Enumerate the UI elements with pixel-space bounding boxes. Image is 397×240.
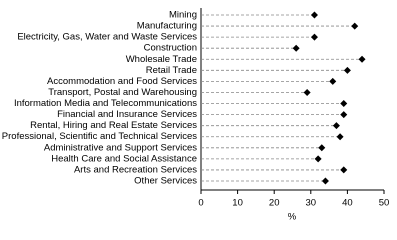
marker: [310, 11, 318, 19]
x-tick-label: 20: [269, 198, 280, 209]
y-tick-label: Arts and Recreation Services: [74, 164, 197, 175]
marker: [343, 66, 351, 74]
marker: [336, 133, 344, 141]
marker: [332, 122, 340, 130]
x-tick-label: 10: [232, 198, 243, 209]
marker: [318, 144, 326, 152]
x-tick-label: 50: [379, 198, 390, 209]
marker: [310, 33, 318, 41]
marker: [340, 100, 348, 108]
x-tick-label: 40: [342, 198, 353, 209]
y-tick-label: Wholesale Trade: [126, 54, 197, 65]
x-tick-label: 0: [198, 198, 203, 209]
x-axis-label: %: [288, 212, 297, 223]
y-tick-label: Mining: [169, 10, 197, 21]
y-tick-label: Information Media and Telecommunications: [14, 98, 197, 109]
y-tick-label: Financial and Insurance Services: [57, 109, 197, 120]
marker: [329, 77, 337, 85]
y-tick-label: Other Services: [134, 176, 197, 187]
y-tick-label: Electricity, Gas, Water and Waste Servic…: [17, 32, 197, 43]
y-tick-label: Health Care and Social Assistance: [51, 153, 197, 164]
marker: [351, 22, 359, 30]
marker: [292, 44, 300, 52]
y-tick-label: Accommodation and Food Services: [47, 76, 197, 87]
marker: [314, 155, 322, 163]
chart: % 0 10 20 30 40 50 MiningManufacturingElectric…: [2, 8, 390, 223]
marker: [358, 55, 366, 63]
marker: [340, 166, 348, 174]
y-tick-label: Administrative and Support Services: [44, 142, 197, 153]
y-tick-label: Transport, Postal and Warehousing: [48, 87, 197, 98]
y-tick-label: Manufacturing: [137, 21, 197, 32]
y-tick-label: Construction: [144, 43, 197, 54]
marker: [340, 111, 348, 119]
x-tick-label: 30: [306, 198, 317, 209]
y-tick-label: Professional, Scientific and Technical S…: [2, 131, 197, 142]
y-tick-label: Retail Trade: [146, 65, 197, 76]
marker: [303, 88, 311, 96]
marker: [321, 177, 329, 185]
y-tick-label: Rental, Hiring and Real Estate Services: [30, 120, 197, 131]
